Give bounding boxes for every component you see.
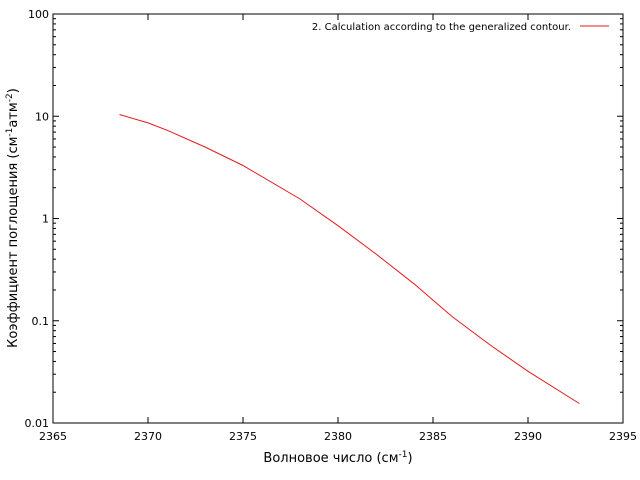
x-tick-label: 2365	[39, 430, 67, 443]
legend-label: 2. Calculation according to the generali…	[312, 22, 571, 33]
y-axis-title-superscript-2: -2	[5, 93, 15, 102]
y-axis-title-superscript-1: -1	[5, 128, 15, 137]
x-axis-title-close: )	[407, 451, 412, 466]
x-tick-label: 2375	[229, 430, 257, 443]
x-tick-label: 2370	[134, 430, 162, 443]
x-axis: 2365 2370 2375 2380 2385 2390 2395	[39, 14, 637, 443]
y-tick-label: 0.1	[32, 315, 50, 328]
plot-frame	[52, 13, 624, 424]
y-tick-label: 10	[35, 110, 49, 123]
legend: 2. Calculation according to the generali…	[312, 22, 609, 33]
x-tick-label: 2395	[609, 430, 637, 443]
y-axis-title-part1: Коэффициент поглощения (см	[6, 137, 21, 348]
y-axis-title-part2: атм	[6, 102, 21, 127]
x-tick-label: 2385	[419, 430, 447, 443]
x-axis-title-superscript: -1	[399, 450, 408, 460]
y-axis-title: Коэффициент поглощения (см-1атм-2)	[5, 88, 21, 348]
y-tick-label: 100	[28, 8, 49, 21]
x-axis-title: Волновое число (см-1)	[263, 450, 412, 466]
y-axis-title-close: )	[6, 88, 21, 93]
series-group	[119, 114, 580, 404]
y-tick-label: 1	[42, 213, 49, 226]
x-tick-label: 2390	[514, 430, 542, 443]
y-tick-label: 0.01	[25, 417, 50, 430]
series-line	[119, 114, 580, 404]
y-axis: 0.01 0.1 1 10 100	[25, 8, 623, 430]
x-axis-title-main: Волновое число (см	[263, 451, 398, 466]
x-tick-label: 2380	[324, 430, 352, 443]
